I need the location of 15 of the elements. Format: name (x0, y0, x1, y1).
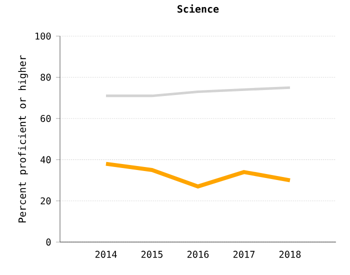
y-tick-label: 0 (46, 238, 51, 246)
x-tick-label: 2014 (95, 250, 117, 258)
y-axis-title: Percent proficient or higher (18, 55, 28, 222)
line-series (104, 86, 292, 98)
x-tick-label: 2018 (279, 250, 301, 258)
chart-title: Science (178, 4, 219, 13)
x-tick-label: 2017 (233, 250, 255, 258)
y-tick-label: 60 (40, 114, 51, 122)
y-tick-label: 40 (40, 156, 51, 164)
x-tick-label: 2015 (141, 250, 162, 258)
y-tick-label: 80 (40, 74, 51, 81)
line-series (104, 162, 292, 188)
x-tick-label: 2016 (187, 250, 209, 258)
y-tick-label: 20 (40, 197, 51, 204)
y-tick-label: 100 (36, 32, 51, 40)
